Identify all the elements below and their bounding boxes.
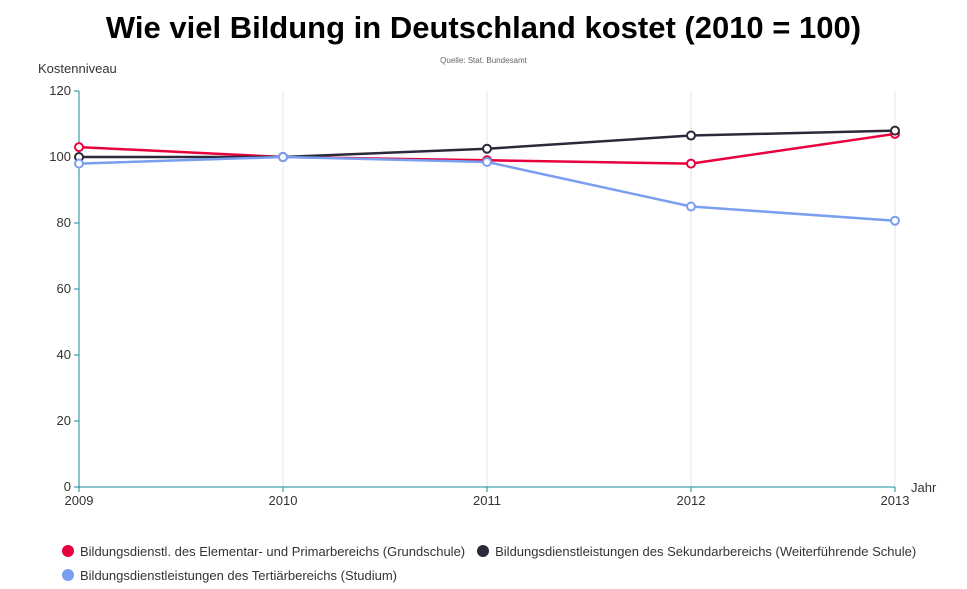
legend: Bildungsdienstl. des Elementar- und Prim… bbox=[62, 539, 952, 587]
legend-marker bbox=[62, 569, 74, 581]
data-point bbox=[890, 125, 900, 136]
data-point bbox=[74, 142, 84, 153]
y-tick-label: 20 bbox=[57, 413, 71, 428]
y-tick-label: 120 bbox=[49, 83, 71, 98]
data-point bbox=[74, 158, 84, 169]
legend-label: Bildungsdienstleistungen des Tertiärbere… bbox=[80, 567, 397, 583]
x-tick-label: 2010 bbox=[269, 493, 298, 508]
y-tick-label: 40 bbox=[57, 347, 71, 362]
legend-marker bbox=[62, 545, 74, 557]
x-tick-label: 2009 bbox=[65, 493, 94, 508]
y-tick-label: 80 bbox=[57, 215, 71, 230]
legend-item-grundschule[interactable]: Bildungsdienstl. des Elementar- und Prim… bbox=[62, 544, 465, 559]
x-tick-label: 2013 bbox=[881, 493, 910, 508]
chart-subtitle: Quelle: Stat. Bundesamt bbox=[440, 56, 527, 65]
y-tick-label: 60 bbox=[57, 281, 71, 296]
legend-label: Bildungsdienstleistungen des Sekundarber… bbox=[495, 543, 917, 559]
y-tick-label: 0 bbox=[64, 479, 71, 494]
data-point bbox=[482, 156, 492, 167]
legend-item-sekundar[interactable]: Bildungsdienstleistungen des Sekundarber… bbox=[477, 544, 916, 559]
legend-marker bbox=[477, 545, 490, 557]
y-axis-label: Kostenniveau bbox=[38, 61, 117, 76]
x-axis-label: Jahr bbox=[911, 480, 937, 495]
data-point bbox=[686, 158, 696, 169]
data-point bbox=[686, 201, 696, 212]
data-point bbox=[482, 143, 492, 154]
y-tick-label: 100 bbox=[49, 149, 71, 164]
data-point bbox=[890, 215, 900, 226]
x-tick-label: 2012 bbox=[677, 493, 706, 508]
legend-label: Bildungsdienstl. des Elementar- und Prim… bbox=[80, 543, 466, 559]
chart-title: Wie viel Bildung in Deutschland kostet (… bbox=[105, 10, 862, 45]
x-tick-label: 2011 bbox=[473, 493, 501, 508]
data-point bbox=[278, 152, 288, 162]
data-point bbox=[686, 130, 696, 141]
legend-item-tertiaer[interactable]: Bildungsdienstleistungen des Tertiärbere… bbox=[62, 568, 397, 583]
